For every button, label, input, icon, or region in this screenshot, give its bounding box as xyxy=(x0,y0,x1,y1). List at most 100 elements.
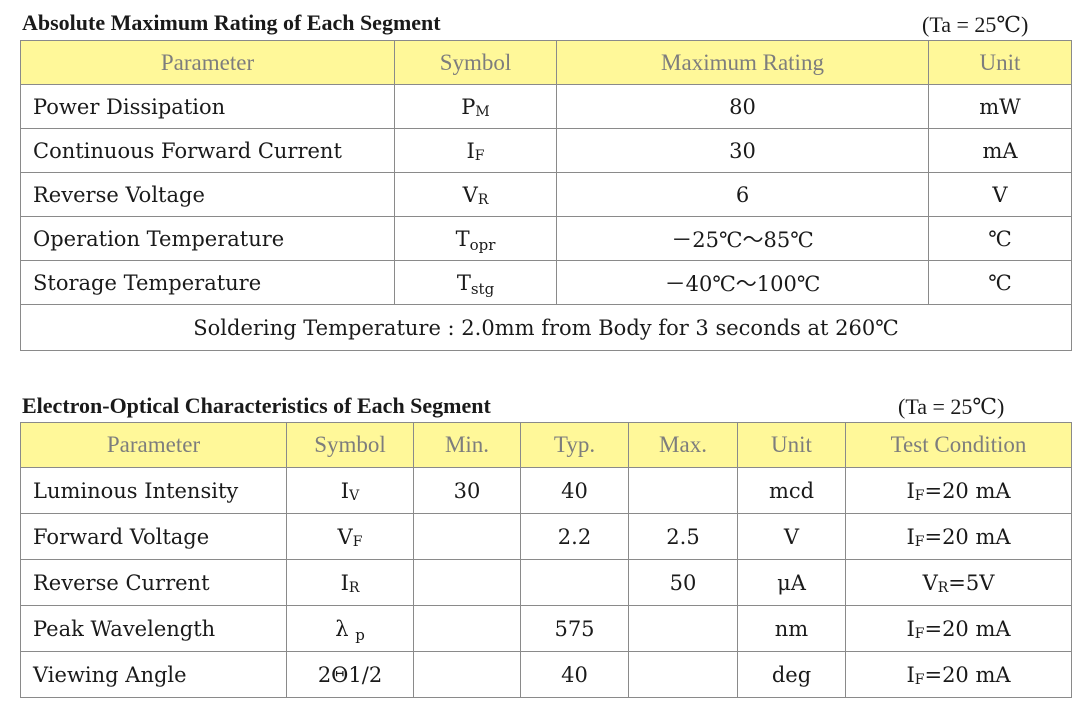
cell-rating: 80 xyxy=(556,84,929,129)
cell-parameter: Peak Wavelength xyxy=(20,605,287,652)
cell-symbol: VR xyxy=(394,172,557,217)
cell-parameter: Viewing Angle xyxy=(20,651,287,698)
cell-parameter: Luminous Intensity xyxy=(20,467,287,514)
cell-typ: 575 xyxy=(520,605,629,652)
symbol-sub: stg xyxy=(470,279,495,298)
symbol-sub: V xyxy=(349,487,360,504)
cell-max xyxy=(628,651,738,698)
table-row: Continuous Forward Current IF 30 mA xyxy=(20,128,1072,173)
cell-symbol: λ p xyxy=(286,605,414,652)
cell-unit: ℃ xyxy=(928,216,1072,261)
cond-main: V xyxy=(922,570,938,595)
cell-unit: nm xyxy=(737,605,846,652)
symbol-main: P xyxy=(461,94,476,119)
header-unit: Unit xyxy=(928,40,1072,85)
table-row: Reverse Voltage VR 6 V xyxy=(20,172,1072,217)
header-test-condition: Test Condition xyxy=(845,422,1072,468)
symbol-sub: opr xyxy=(469,235,496,254)
cell-typ: 2.2 xyxy=(520,513,629,560)
cell-symbol: IV xyxy=(286,467,414,514)
cond-main: I xyxy=(906,662,915,687)
header-unit: Unit xyxy=(737,422,846,468)
cell-symbol: 2Θ1/2 xyxy=(286,651,414,698)
header-max: Max. xyxy=(628,422,738,468)
symbol-main: λ xyxy=(335,616,349,641)
cell-test-condition: IF=20 mA xyxy=(845,651,1072,698)
cell-symbol: Topr xyxy=(394,216,557,261)
cell-min: 30 xyxy=(413,467,521,514)
cell-parameter: Reverse Current xyxy=(20,559,287,606)
header-parameter: Parameter xyxy=(20,40,395,85)
soldering-note: Soldering Temperature : 2.0mm from Body … xyxy=(20,304,1072,351)
cell-symbol: IF xyxy=(394,128,557,173)
header-symbol: Symbol xyxy=(394,40,557,85)
cell-unit: mcd xyxy=(737,467,846,514)
symbol-main: T xyxy=(455,226,470,251)
cond-main: I xyxy=(906,616,915,641)
ta-note-absolute-max: (Ta = 25℃) xyxy=(922,12,1029,37)
cell-typ: 40 xyxy=(520,467,629,514)
cell-max xyxy=(628,605,738,652)
cell-unit: μA xyxy=(737,559,846,606)
cond-rest: =20 mA xyxy=(924,524,1011,549)
cond-sub: R xyxy=(937,579,949,596)
cell-typ xyxy=(520,559,629,606)
cell-symbol: VF xyxy=(286,513,414,560)
table-row: Viewing Angle 2Θ1/2 40 deg IF=20 mA xyxy=(20,651,1072,698)
cell-parameter: Power Dissipation xyxy=(20,84,395,129)
table-row: Operation Temperature Topr －25℃～85℃ ℃ xyxy=(20,216,1072,261)
cell-max: 50 xyxy=(628,559,738,606)
cell-typ: 40 xyxy=(520,651,629,698)
cell-min xyxy=(413,513,521,560)
cell-unit: ℃ xyxy=(928,260,1072,305)
cell-symbol: IR xyxy=(286,559,414,606)
table-row: Forward Voltage VF 2.2 2.5 V IF=20 mA xyxy=(20,513,1072,560)
section-title-absolute-max: Absolute Maximum Rating of Each Segment xyxy=(22,10,441,35)
cond-main: I xyxy=(906,478,915,503)
header-min: Min. xyxy=(413,422,521,468)
symbol-sub: R xyxy=(477,191,489,208)
cell-symbol: PM xyxy=(394,84,557,129)
table-header-row: Parameter Symbol Min. Typ. Max. Unit Tes… xyxy=(20,422,1072,468)
table-row: Luminous Intensity IV 30 40 mcd IF=20 mA xyxy=(20,467,1072,514)
ta-note-electro-optical: (Ta = 25℃) xyxy=(898,394,1005,419)
cond-rest: =20 mA xyxy=(924,478,1011,503)
cell-parameter: Continuous Forward Current xyxy=(20,128,395,173)
cell-parameter: Operation Temperature xyxy=(20,216,395,261)
symbol-main: V xyxy=(337,524,353,549)
header-max-rating: Maximum Rating xyxy=(556,40,929,85)
cell-parameter: Forward Voltage xyxy=(20,513,287,560)
symbol-main: 2Θ1/2 xyxy=(317,662,383,687)
cond-rest: =20 mA xyxy=(924,616,1011,641)
table-row: Storage Temperature Tstg －40℃～100℃ ℃ xyxy=(20,260,1072,305)
header-typ: Typ. xyxy=(520,422,629,468)
section-title-electro-optical: Electron-Optical Characteristics of Each… xyxy=(22,393,491,418)
table-row: Reverse Current IR 50 μA VR=5V xyxy=(20,559,1072,606)
cell-rating: －25℃～85℃ xyxy=(556,216,929,261)
symbol-main: V xyxy=(462,182,478,207)
cell-parameter: Storage Temperature xyxy=(20,260,395,305)
symbol-main: T xyxy=(456,270,471,295)
cell-min xyxy=(413,651,521,698)
cell-max: 2.5 xyxy=(628,513,738,560)
symbol-sub: p xyxy=(355,625,365,644)
cond-sub: F xyxy=(914,533,925,550)
cell-min xyxy=(413,605,521,652)
cond-sub: F xyxy=(914,487,925,504)
symbol-sub: M xyxy=(475,103,490,120)
cell-unit: mA xyxy=(928,128,1072,173)
cond-rest: =20 mA xyxy=(924,662,1011,687)
cell-test-condition: IF=20 mA xyxy=(845,467,1072,514)
symbol-main: I xyxy=(466,138,475,163)
cell-min xyxy=(413,559,521,606)
soldering-note-row: Soldering Temperature : 2.0mm from Body … xyxy=(20,304,1072,351)
cond-rest: =5V xyxy=(948,570,995,595)
cell-unit: deg xyxy=(737,651,846,698)
cell-rating: 6 xyxy=(556,172,929,217)
symbol-sub: F xyxy=(474,147,485,164)
cell-rating: 30 xyxy=(556,128,929,173)
table-row: Power Dissipation PM 80 mW xyxy=(20,84,1072,129)
cell-parameter: Reverse Voltage xyxy=(20,172,395,217)
symbol-sub: R xyxy=(348,579,360,596)
cell-test-condition: VR=5V xyxy=(845,559,1072,606)
